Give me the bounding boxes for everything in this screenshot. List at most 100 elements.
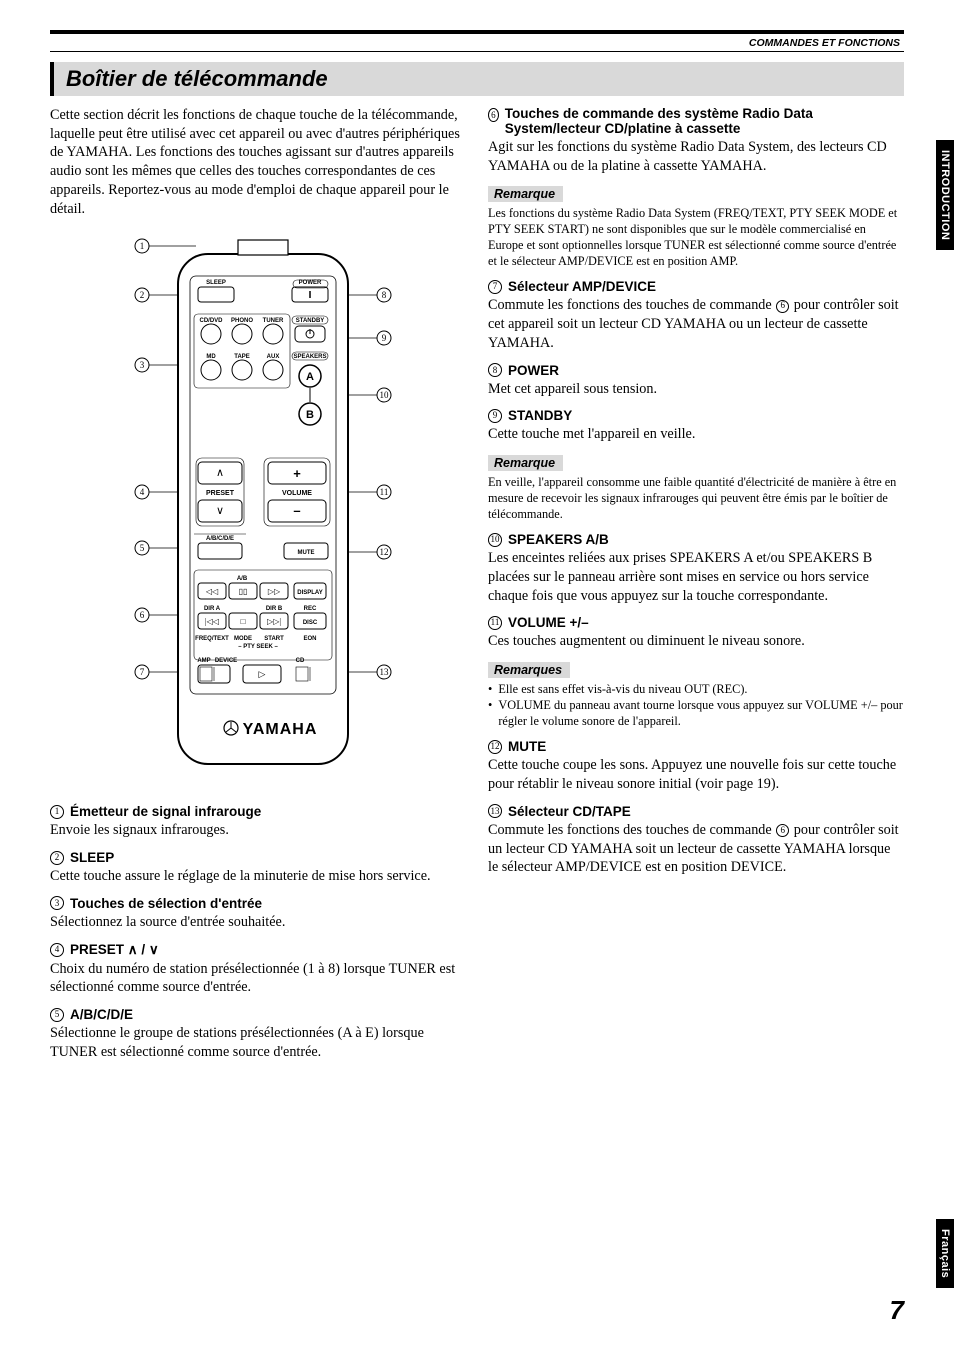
num-12: 12 bbox=[488, 740, 502, 754]
item-11-body: Ces touches augmentent ou diminuent le n… bbox=[488, 632, 904, 651]
svg-text:13: 13 bbox=[380, 667, 390, 677]
svg-text:+: + bbox=[293, 466, 301, 481]
svg-text:▷: ▷ bbox=[259, 669, 266, 679]
section-title-bar: Boîtier de télécommande bbox=[50, 62, 904, 96]
num-5: 5 bbox=[50, 1008, 64, 1022]
svg-text:A/B/C/D/E: A/B/C/D/E bbox=[206, 536, 234, 542]
item-10-title: SPEAKERS A/B bbox=[508, 532, 609, 547]
item-7-body: Commute les fonctions des touches de com… bbox=[488, 296, 904, 352]
svg-text:STANDBY: STANDBY bbox=[296, 318, 325, 324]
item-6-title: Touches de commande des système Radio Da… bbox=[505, 106, 904, 136]
svg-text:12: 12 bbox=[380, 547, 389, 557]
right-column: 6 Touches de commande des système Radio D… bbox=[488, 106, 904, 1072]
num-1: 1 bbox=[50, 805, 64, 819]
inline-ref-6b: 6 bbox=[776, 824, 789, 837]
svg-text:7: 7 bbox=[140, 667, 145, 677]
svg-text:DISC: DISC bbox=[303, 620, 318, 626]
svg-text:10: 10 bbox=[380, 390, 390, 400]
svg-text:◁◁: ◁◁ bbox=[206, 587, 219, 596]
svg-text:AMP: AMP bbox=[197, 658, 210, 664]
svg-text:∨: ∨ bbox=[216, 505, 224, 517]
remote-diagram: 1 2 3 4 5 6 7 8 9 10 11 12 13 bbox=[98, 230, 418, 790]
item-12-body: Cette touche coupe les sons. Appuyez une… bbox=[488, 756, 904, 793]
svg-text:5: 5 bbox=[140, 543, 145, 553]
item-5: 5 A/B/C/D/E Sélectionne le groupe de stat… bbox=[50, 1007, 466, 1061]
svg-text:TAPE: TAPE bbox=[234, 354, 250, 360]
svg-text:▷▷: ▷▷ bbox=[268, 587, 281, 596]
header-bar: COMMANDES ET FONCTIONS bbox=[50, 30, 904, 52]
svg-text:A/B: A/B bbox=[237, 576, 248, 582]
svg-text:1: 1 bbox=[140, 241, 145, 251]
svg-text:MODE: MODE bbox=[234, 636, 252, 642]
remark-3-list: Elle est sans effet vis-à-vis du niveau … bbox=[488, 682, 904, 729]
item-4-body: Choix du numéro de station présélectionn… bbox=[50, 960, 466, 997]
svg-text:MD: MD bbox=[206, 354, 216, 360]
item-8-body: Met cet appareil sous tension. bbox=[488, 380, 904, 399]
page-number: 7 bbox=[890, 1295, 904, 1326]
item-1: 1Émetteur de signal infrarouge Envoie le… bbox=[50, 804, 466, 840]
item-2: 2SLEEP Cette touche assure le réglage de… bbox=[50, 850, 466, 886]
num-11: 11 bbox=[488, 616, 502, 630]
svg-text:SLEEP: SLEEP bbox=[206, 280, 226, 286]
item-10: 10SPEAKERS A/B Les enceintes reliées aux… bbox=[488, 532, 904, 605]
svg-text:A: A bbox=[306, 371, 314, 383]
item-3: 3Touches de sélection d'entrée Sélection… bbox=[50, 896, 466, 932]
item-7-title: Sélecteur AMP/DEVICE bbox=[508, 279, 656, 294]
num-3: 3 bbox=[50, 896, 64, 910]
item-4: 4PRESET ∧ / ∨ Choix du numéro de station… bbox=[50, 942, 466, 997]
svg-text:DIR B: DIR B bbox=[266, 606, 283, 612]
item-13-title: Sélecteur CD/TAPE bbox=[508, 804, 631, 819]
svg-text:DISPLAY: DISPLAY bbox=[297, 590, 322, 596]
svg-text:3: 3 bbox=[140, 360, 145, 370]
item-1-body: Envoie les signaux infrarouges. bbox=[50, 821, 466, 840]
svg-text:YAMAHA: YAMAHA bbox=[243, 721, 318, 738]
item-12: 12 MUTE Cette touche coupe les sons. Appu… bbox=[488, 739, 904, 793]
svg-text:▷▷|: ▷▷| bbox=[267, 617, 281, 626]
item-9-body: Cette touche met l'appareil en veille. bbox=[488, 425, 904, 444]
running-title: COMMANDES ET FONCTIONS bbox=[749, 37, 900, 49]
svg-text:6: 6 bbox=[140, 610, 145, 620]
item-8: 8 POWER Met cet appareil sous tension. bbox=[488, 363, 904, 399]
intro-paragraph: Cette section décrit les fonctions de ch… bbox=[50, 106, 466, 218]
item-7: 7Sélecteur AMP/DEVICE Commute les foncti… bbox=[488, 279, 904, 352]
svg-text:MUTE: MUTE bbox=[298, 550, 315, 556]
side-tab-introduction: INTRODUCTION bbox=[936, 140, 954, 250]
svg-text:DIR A: DIR A bbox=[204, 606, 221, 612]
svg-text:PRESET: PRESET bbox=[206, 490, 235, 497]
inline-ref-6a: 6 bbox=[776, 300, 789, 313]
section-title: Boîtier de télécommande bbox=[66, 66, 328, 91]
remark-2-label: Remarque bbox=[488, 455, 563, 471]
svg-text:DEVICE: DEVICE bbox=[215, 658, 237, 664]
svg-text:B: B bbox=[306, 409, 314, 421]
item-3-body: Sélectionnez la source d'entrée souhaité… bbox=[50, 913, 466, 932]
item-6: 6 Touches de commande des système Radio D… bbox=[488, 106, 904, 175]
item-9: 9STANDBY Cette touche met l'appareil en … bbox=[488, 408, 904, 444]
svg-text:REC: REC bbox=[304, 606, 317, 612]
svg-text:FREQ/TEXT: FREQ/TEXT bbox=[195, 636, 229, 642]
remark-2-body: En veille, l'appareil consomme une faibl… bbox=[488, 475, 904, 522]
item-8-title: POWER bbox=[508, 363, 559, 378]
svg-text:|◁◁: |◁◁ bbox=[205, 617, 220, 626]
svg-text:PHONO: PHONO bbox=[231, 318, 253, 324]
svg-text:2: 2 bbox=[140, 290, 145, 300]
num-4: 4 bbox=[50, 943, 64, 957]
svg-text:EON: EON bbox=[303, 636, 316, 642]
svg-text:∧: ∧ bbox=[216, 467, 224, 479]
item-11-title: VOLUME +/– bbox=[508, 615, 589, 630]
item-5-body: Sélectionne le groupe de stations présél… bbox=[50, 1024, 466, 1061]
remark-1-body: Les fonctions du système Radio Data Syst… bbox=[488, 206, 904, 269]
item-10-body: Les enceintes reliées aux prises SPEAKER… bbox=[488, 549, 904, 605]
item-13-body: Commute les fonctions des touches de com… bbox=[488, 821, 904, 877]
svg-text:11: 11 bbox=[380, 487, 389, 497]
num-8: 8 bbox=[488, 363, 502, 377]
item-9-title: STANDBY bbox=[508, 408, 572, 423]
item-2-body: Cette touche assure le réglage de la min… bbox=[50, 867, 466, 886]
num-6: 6 bbox=[488, 108, 499, 122]
svg-text:–: – bbox=[293, 503, 300, 518]
item-12-title: MUTE bbox=[508, 739, 546, 754]
remark-1-label: Remarque bbox=[488, 186, 563, 202]
item-13: 13Sélecteur CD/TAPE Commute les fonction… bbox=[488, 804, 904, 877]
svg-text:4: 4 bbox=[140, 487, 145, 497]
svg-text:START: START bbox=[264, 636, 284, 642]
item-5-title: A/B/C/D/E bbox=[70, 1007, 133, 1022]
